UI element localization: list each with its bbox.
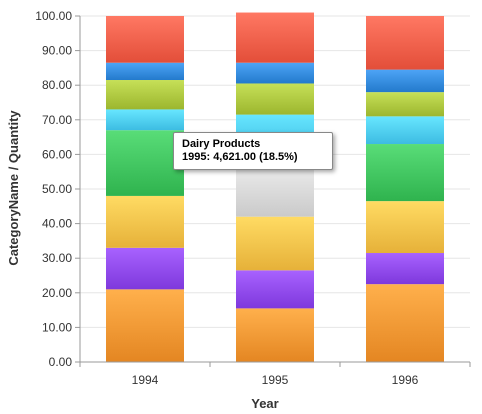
bar-segment[interactable] xyxy=(236,83,314,115)
bar-segment[interactable] xyxy=(106,16,184,63)
y-tick-label: 60.00 xyxy=(42,147,72,161)
axes-layer: 0.00 10.00 20.00 30.00 40.00 50.00 60.00 70.00 8… xyxy=(35,9,471,387)
y-tick-label: 100.00 xyxy=(35,9,72,23)
bar-segment[interactable] xyxy=(366,92,444,117)
y-axis-title: CategoryName / Quantity xyxy=(6,110,21,266)
bar-segment[interactable] xyxy=(366,201,444,254)
bar-segment[interactable] xyxy=(366,253,444,285)
bar-segment[interactable] xyxy=(236,12,314,63)
y-tick-label: 30.00 xyxy=(42,251,72,265)
bar-segment[interactable] xyxy=(366,144,444,202)
bar-segment[interactable] xyxy=(236,62,314,84)
tooltip-title: Dairy Products xyxy=(182,138,261,150)
y-tick-label: 90.00 xyxy=(42,44,72,58)
bar-segment[interactable] xyxy=(106,109,184,131)
bar-segment[interactable] xyxy=(106,62,184,81)
bar-segment[interactable] xyxy=(106,130,184,196)
x-tick-label: 1996 xyxy=(392,373,419,387)
bar-segment[interactable] xyxy=(106,247,184,290)
y-tick-label: 20.00 xyxy=(42,286,72,300)
bar-segment[interactable] xyxy=(366,284,444,362)
y-tick-label: 40.00 xyxy=(42,217,72,231)
x-axis-title: Year xyxy=(251,396,278,411)
tooltip-text: 1995: 4,621.00 (18.5%) xyxy=(182,151,298,163)
x-tick-label: 1995 xyxy=(262,373,289,387)
bar-segment[interactable] xyxy=(366,69,444,93)
bar-segment[interactable] xyxy=(236,216,314,271)
y-tick-label: 50.00 xyxy=(42,182,72,196)
y-tick-label: 80.00 xyxy=(42,78,72,92)
bar-segment[interactable] xyxy=(236,308,314,362)
bars-layer xyxy=(106,12,444,362)
bar-segment[interactable] xyxy=(106,195,184,248)
x-tick-label: 1994 xyxy=(132,373,159,387)
y-tick-label: 70.00 xyxy=(42,113,72,127)
bar-segment[interactable] xyxy=(236,270,314,309)
y-tick-label: 10.00 xyxy=(42,320,72,334)
bar-segment[interactable] xyxy=(106,289,184,362)
bar-segment[interactable] xyxy=(366,116,444,145)
tooltip: Dairy Products 1995: 4,621.00 (18.5%) xyxy=(173,132,333,170)
bar-segment[interactable] xyxy=(106,80,184,110)
y-tick-label: 0.00 xyxy=(49,355,73,369)
bar-segment[interactable] xyxy=(366,16,444,70)
